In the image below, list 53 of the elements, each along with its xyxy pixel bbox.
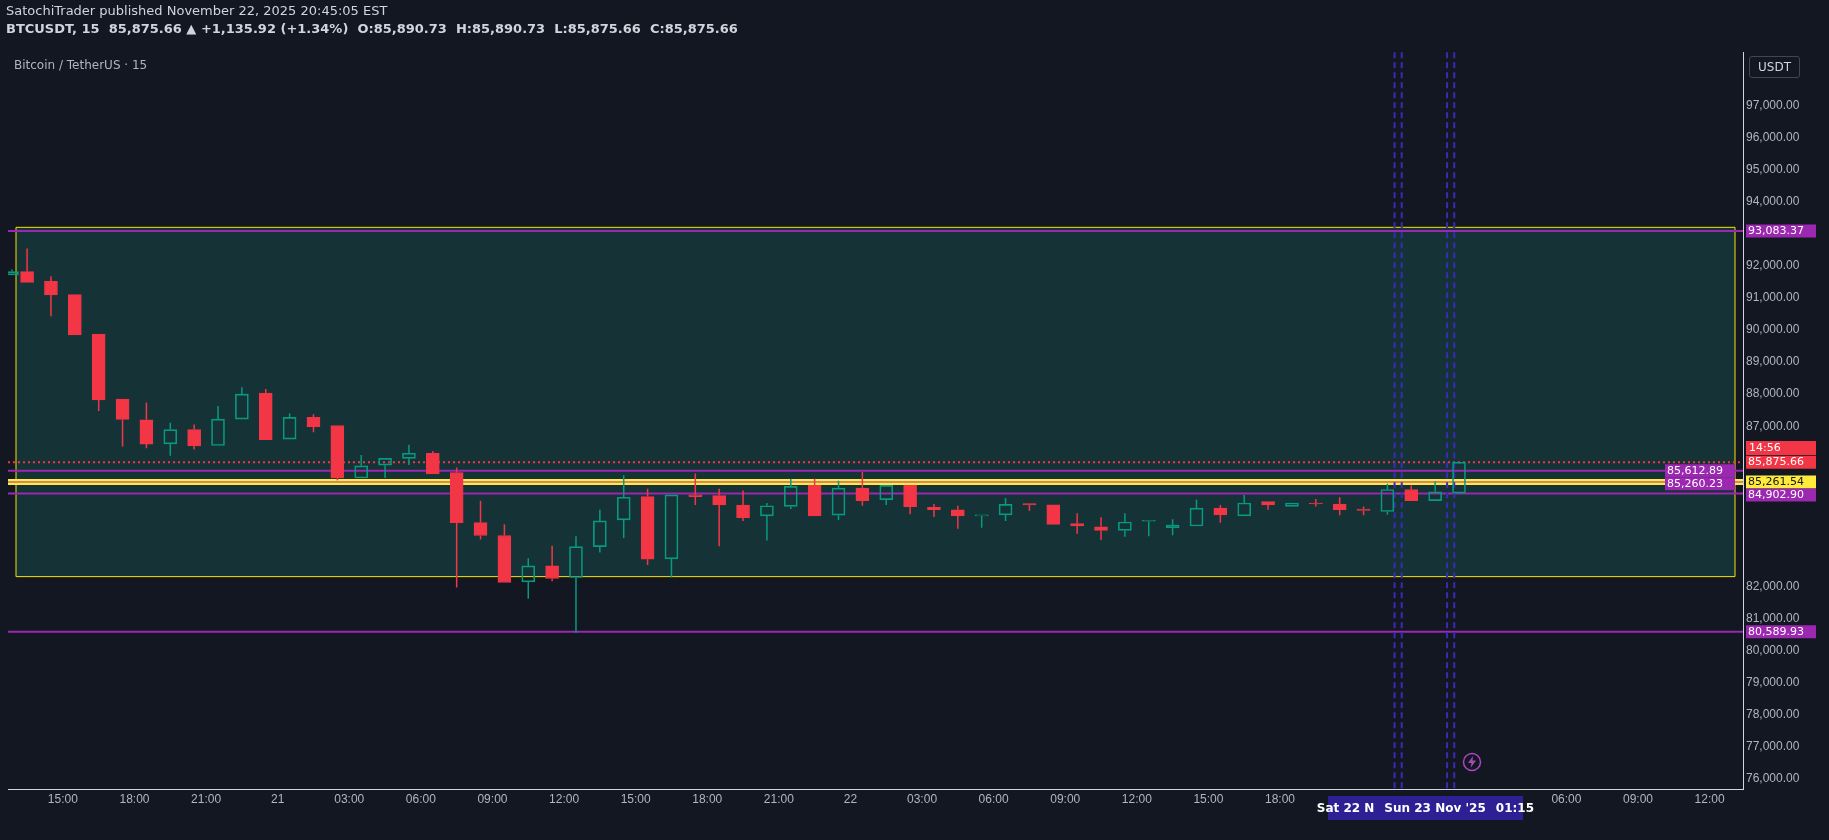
ref-line-label: 84,902.90 <box>1748 487 1804 501</box>
chart-title: SatochiTrader published November 22, 2025 20:45:05 EST <box>6 3 388 18</box>
y-tick-label: 91,000.00 <box>1746 290 1800 305</box>
ref-line-label: 80,589.93 <box>1748 624 1804 638</box>
text: Sat 22 N <box>1316 800 1375 815</box>
x-tick-label: 03:00 <box>334 792 365 807</box>
x-tick-label: 15:00 <box>1193 792 1224 807</box>
y-tick-label: 96,000.00 <box>1746 129 1800 144</box>
y-tick-label: 76,000.00 <box>1746 771 1800 786</box>
ref-line-label: 85,612.89 <box>1667 463 1723 477</box>
x-tick-label: 06:00 <box>1551 792 1582 807</box>
x-tick-label: 18:00 <box>119 792 150 807</box>
y-tick-label: 89,000.00 <box>1746 354 1800 369</box>
y-tick-label: 92,000.00 <box>1746 258 1800 273</box>
x-tick-label: 12:00 <box>1121 792 1153 807</box>
y-tick-label: 88,000.00 <box>1746 386 1800 401</box>
y-tick-label: 81,000.00 <box>1746 610 1800 625</box>
y-tick-label: 90,000.00 <box>1746 322 1800 337</box>
y-tick-label: 77,000.00 <box>1746 739 1800 754</box>
text: USDT <box>1749 56 1800 79</box>
y-tick-label: 78,000.00 <box>1746 707 1800 722</box>
x-tick-label: 12:00 <box>1694 792 1725 807</box>
text: 14:56 <box>1746 441 1816 456</box>
y-tick-label: 94,000.00 <box>1746 193 1800 208</box>
y-tick-label: 95,000.00 <box>1746 161 1800 176</box>
x-tick-label: 09:00 <box>1050 792 1081 807</box>
ref-line-label: 85,261.54 <box>1748 474 1804 488</box>
x-tick-label: 22 <box>843 792 858 807</box>
y-tick-label: 97,000.00 <box>1746 97 1800 112</box>
y-tick-label: 80,000.00 <box>1746 643 1800 658</box>
annotation: Bitcoin / TetherUS · 15 <box>14 58 148 73</box>
x-tick-label: 18:00 <box>1265 792 1296 807</box>
x-tick-label: 15:00 <box>47 792 79 807</box>
x-tick-label: 15:00 <box>620 792 651 807</box>
ref-line-label: 85,260.23 <box>1667 476 1723 490</box>
x-tick-label: 06:00 <box>405 792 437 807</box>
x-tick-label: 21:00 <box>191 792 222 807</box>
ref-line-label: 93,083.37 <box>1748 223 1804 237</box>
x-tick-label: 03:00 <box>907 792 938 807</box>
x-tick-label: 09:00 <box>1622 792 1654 807</box>
x-tick-label: 12:00 <box>549 792 580 807</box>
text: 01:15 <box>1495 800 1535 815</box>
y-tick-label: 87,000.00 <box>1746 418 1800 433</box>
x-tick-label: 21 <box>271 792 285 807</box>
y-tick-label: 79,000.00 <box>1746 675 1800 690</box>
text: Sun 23 Nov '25 <box>1384 800 1486 815</box>
y-tick-label: 82,000.00 <box>1746 578 1800 593</box>
chart-subtitle: BTCUSDT, 15 85,875.66 ▲ +1,135.92 (+1.34%) O:85,890.73 H:85,890.73 L:85,875.66 C:85,875.66 <box>6 21 738 36</box>
x-tick-label: 21:00 <box>763 792 795 807</box>
x-tick-label: 18:00 <box>692 792 723 807</box>
x-tick-label: 09:00 <box>477 792 508 807</box>
ref-line-label: 85,875.66 <box>1748 455 1804 469</box>
x-tick-label: 06:00 <box>978 792 1009 807</box>
